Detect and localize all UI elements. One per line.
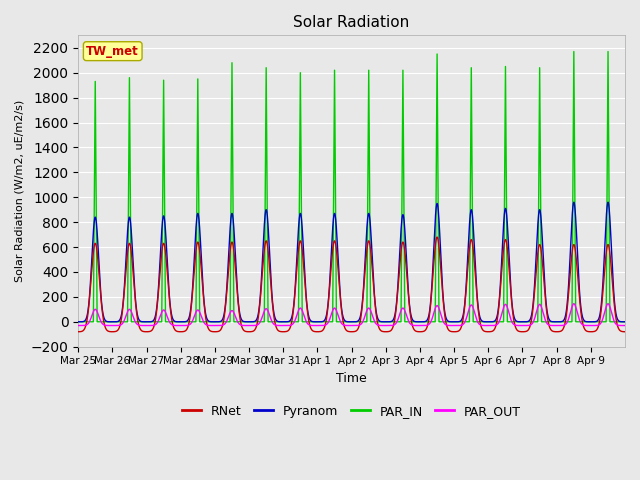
X-axis label: Time: Time — [336, 372, 367, 385]
Text: TW_met: TW_met — [86, 45, 139, 58]
Title: Solar Radiation: Solar Radiation — [294, 15, 410, 30]
Legend: RNet, Pyranom, PAR_IN, PAR_OUT: RNet, Pyranom, PAR_IN, PAR_OUT — [177, 400, 526, 423]
Y-axis label: Solar Radiation (W/m2, uE/m2/s): Solar Radiation (W/m2, uE/m2/s) — [15, 100, 25, 282]
